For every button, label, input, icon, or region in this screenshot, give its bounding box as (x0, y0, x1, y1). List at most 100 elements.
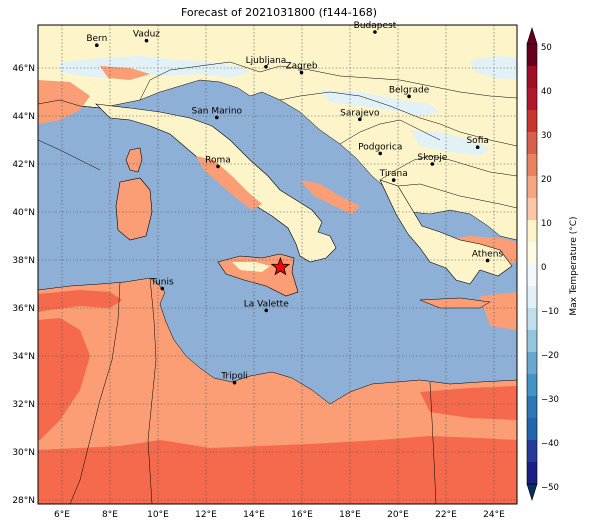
cb-tick: 0 (541, 263, 546, 273)
cb-seg (527, 264, 537, 286)
lat-tick: 32°N (12, 400, 35, 410)
city-label: Podgorica (358, 142, 402, 152)
city-label: San Marino (192, 106, 243, 116)
city-dot (216, 164, 220, 169)
city-dot (391, 178, 396, 182)
lon-tick: 24°E (483, 510, 505, 520)
grid (38, 25, 517, 504)
cb-seg (527, 330, 537, 352)
city-label: Skopje (417, 153, 447, 163)
map-frame (37, 24, 518, 505)
crete (419, 297, 491, 309)
city-dot (264, 65, 268, 69)
city-dot (160, 286, 165, 291)
corsica (125, 147, 143, 173)
italy-warm-west (196, 156, 262, 210)
balkan-cold-2 (410, 130, 490, 156)
cb-tick: −40 (541, 439, 559, 449)
city-dot (232, 380, 237, 385)
city-label: Athens (472, 249, 503, 259)
map-title: Forecast of 2021031800 (f144-168) (180, 6, 378, 19)
city-label: Tripoli (220, 372, 248, 382)
adriatic-coast-warm (300, 180, 360, 214)
city-label: Tunis (150, 278, 174, 288)
cb-seg (527, 352, 537, 374)
cb-seg (527, 66, 537, 88)
lat-tick: 38°N (12, 256, 35, 266)
egypt-hot (420, 386, 517, 420)
cb-tick: 20 (541, 175, 552, 185)
africa-hot-coast (38, 290, 122, 312)
cb-seg (527, 198, 537, 220)
cb-tick: 30 (541, 131, 552, 141)
colorbar-min-arrow (526, 483, 538, 502)
lat-tick: 42°N (12, 160, 35, 170)
city-label: Vaduz (133, 30, 160, 40)
city-label: Ljubljana (246, 56, 287, 66)
city-label: Zagreb (285, 62, 317, 72)
lon-tick: 22°E (435, 510, 457, 520)
africa-hot-west (38, 318, 90, 440)
forecast-location-star-icon (270, 257, 291, 276)
lon-tick: 6°E (54, 510, 70, 520)
colorbar-max-arrow (526, 26, 538, 45)
sicily-cool (232, 262, 270, 272)
city-dot (475, 145, 480, 149)
turkey-warm (480, 292, 517, 330)
city-dot (215, 115, 219, 120)
cb-seg (527, 418, 537, 440)
cb-tick: −10 (541, 307, 559, 317)
cb-seg (527, 220, 537, 242)
city-dot (430, 162, 435, 166)
lat-tick: 44°N (12, 112, 35, 122)
france-warm (38, 80, 90, 124)
france-warm-2 (100, 66, 150, 80)
lon-tick: 8°E (102, 510, 118, 520)
cb-seg (527, 176, 537, 198)
colorbar-label: Max Temperature (°C) (569, 216, 579, 315)
lat-tick-labels: 28°N 30°N 32°N 34°N 36°N 38°N 40°N 42°N … (12, 64, 35, 506)
city-label: La Valette (244, 299, 289, 309)
colorbar: 50 40 30 20 10 0 −10 −20 −30 −40 −50 Max… (526, 26, 579, 502)
cb-tick: 50 (541, 43, 552, 53)
lat-tick: 40°N (12, 208, 35, 218)
cb-seg (527, 110, 537, 132)
city-dot (144, 38, 149, 43)
cb-tick: −50 (541, 483, 559, 493)
lon-tick: 20°E (387, 510, 409, 520)
lon-tick-labels: 6°E 8°E 10°E 12°E 14°E 16°E 18°E 20°E 22… (54, 510, 505, 520)
cb-seg (527, 308, 537, 330)
city-dot (299, 70, 304, 75)
lat-tick: 46°N (12, 64, 35, 74)
cb-tick: 40 (541, 87, 552, 97)
lon-tick: 18°E (339, 510, 361, 520)
city-label: Budapest (354, 21, 397, 31)
city-label: Belgrade (389, 85, 430, 95)
cb-seg (527, 88, 537, 110)
city-dot (95, 43, 99, 47)
city-label: Tirana (379, 169, 408, 179)
city-dot (407, 94, 411, 99)
city-dot (378, 151, 383, 156)
city-dot (358, 117, 362, 122)
cb-seg (527, 396, 537, 418)
cb-seg (527, 154, 537, 176)
city-dot (373, 30, 377, 34)
city-label: Sarajevo (340, 108, 380, 118)
cb-tick: −30 (541, 395, 559, 405)
city-dot (485, 258, 490, 263)
lon-tick: 14°E (243, 510, 265, 520)
sardinia (115, 177, 153, 241)
lon-tick: 10°E (147, 510, 169, 520)
cb-seg (527, 242, 537, 264)
cb-seg (527, 44, 537, 66)
cb-tick: 10 (541, 219, 552, 229)
city-label: Sofia (466, 136, 488, 146)
city-label: Roma (205, 155, 231, 165)
cb-seg (527, 374, 537, 396)
lat-tick: 28°N (12, 496, 35, 506)
lat-tick: 34°N (12, 352, 35, 362)
lon-tick: 12°E (195, 510, 217, 520)
